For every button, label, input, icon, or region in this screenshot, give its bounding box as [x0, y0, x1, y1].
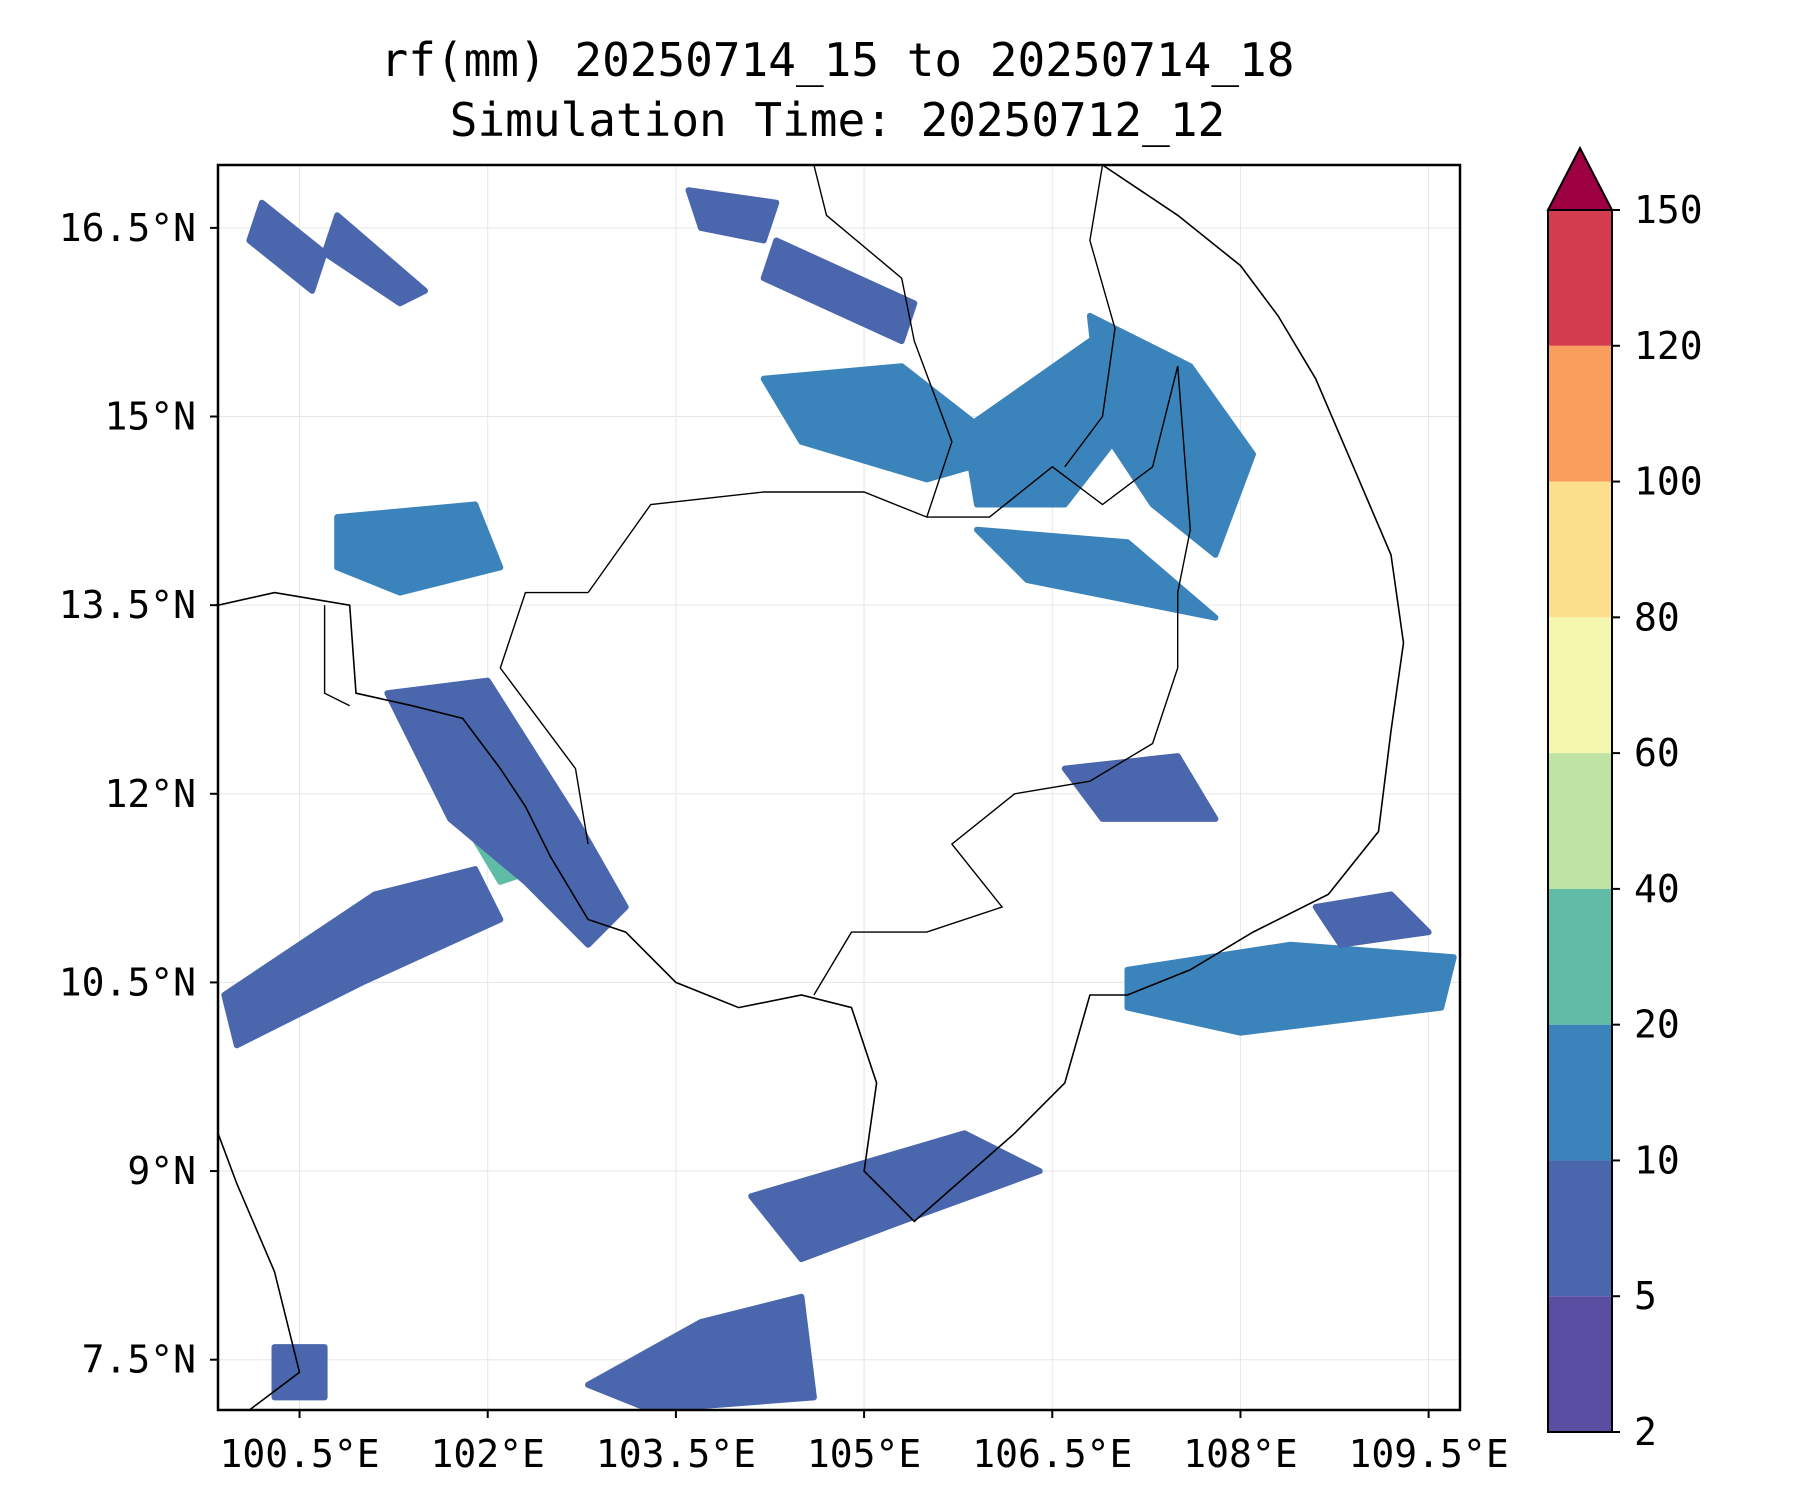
colorbar-tick-label: 80: [1634, 595, 1680, 639]
colorbar-tick-label: 120: [1634, 324, 1703, 368]
rain-area-cambodia-e: [974, 526, 1219, 621]
rain-area-laos-north-2: [760, 237, 918, 345]
country-border: [323, 605, 351, 707]
colorbar-extend-arrow: [1546, 145, 1614, 211]
lat-tick-label: 10.5°N: [59, 960, 196, 1004]
longitude-ticks: 100.5°E 102°E 103.5°E 105°E 106.5°E 108°E 109.…: [219, 1410, 1509, 1476]
lat-tick-label: 9°N: [127, 1149, 196, 1193]
country-border: [1064, 165, 1116, 468]
colorbar-segment: [1548, 345, 1612, 482]
country-border: [499, 591, 589, 845]
lon-tick-label: 100.5°E: [219, 1432, 379, 1476]
rain-area-cambodia-se: [1061, 753, 1219, 822]
lat-tick-label: 12°N: [104, 772, 196, 816]
colorbar-segment: [1548, 1160, 1612, 1297]
colorbar-tick-label: 150: [1634, 188, 1703, 232]
colorbar-tick-label: 5: [1634, 1274, 1657, 1318]
rain-area-gulf-far-south: [585, 1293, 817, 1410]
colorbar-tick-label: 100: [1634, 460, 1703, 504]
map-title-line1: rf(mm) 20250714_15 to 20250714_18: [380, 33, 1295, 87]
colorbar-segment: [1548, 1024, 1612, 1161]
map-title-line2: Simulation Time: 20250712_12: [449, 93, 1226, 147]
map-frame: [216, 163, 1462, 1412]
lat-tick-label: 7.5°N: [82, 1338, 196, 1382]
lon-tick-label: 108°E: [1183, 1432, 1297, 1476]
country-border: [813, 165, 953, 518]
rain-area-nw-thailand-band-2: [321, 212, 428, 307]
lon-tick-label: 106.5°E: [972, 1432, 1132, 1476]
coastlines-and-borders: [218, 165, 1405, 1410]
rain-area-nw-thailand-band: [246, 199, 328, 294]
lon-tick-label: 103.5°E: [596, 1432, 756, 1476]
colorbar-tick-label: 10: [1634, 1138, 1680, 1182]
lon-tick-label: 109.5°E: [1349, 1432, 1509, 1476]
coastline-west: [218, 1133, 301, 1410]
rain-area-gulf-south: [748, 1130, 1043, 1263]
lat-tick-label: 16.5°N: [59, 206, 196, 250]
colorbar-segment: [1548, 753, 1612, 889]
rain-area-thailand-e: [334, 501, 504, 596]
colorbar-tick-label: 60: [1634, 731, 1680, 775]
rainfall-contours: [221, 187, 1457, 1410]
colorbar-tick-label: 2: [1634, 1410, 1657, 1454]
rain-area-vietnam-highlands: [1086, 312, 1256, 558]
country-border: [587, 366, 1179, 594]
colorbar-tick-label: 40: [1634, 867, 1680, 911]
rain-area-laos-north: [685, 187, 780, 244]
lon-tick-label: 105°E: [807, 1432, 921, 1476]
colorbar-frame: [1547, 209, 1613, 1433]
colorbar-tick-label: 20: [1634, 1003, 1680, 1047]
rain-area-gulf-sw: [221, 866, 504, 1049]
colorbar-segment: [1548, 1296, 1612, 1432]
lon-tick-label: 102°E: [431, 1432, 545, 1476]
colorbar-segment: [1548, 210, 1612, 346]
country-border: [813, 366, 1192, 996]
lat-tick-label: 15°N: [104, 395, 196, 439]
coastline: [218, 165, 1405, 1223]
colorbar-segment: [1548, 888, 1612, 1025]
colorbar-segment: [1548, 481, 1612, 618]
rain-area-sea-east: [1312, 891, 1432, 948]
colorbar: 2 5 10 20 40 60 80 100 120 150: [1546, 145, 1703, 1454]
rain-area-south-vietnam-sea: [1124, 941, 1457, 1036]
colorbar-segment: [1548, 617, 1612, 754]
lat-tick-label: 13.5°N: [59, 583, 196, 627]
latitude-ticks: 16.5°N 15°N 13.5°N 12°N 10.5°N 9°N 7.5°N: [59, 206, 218, 1382]
